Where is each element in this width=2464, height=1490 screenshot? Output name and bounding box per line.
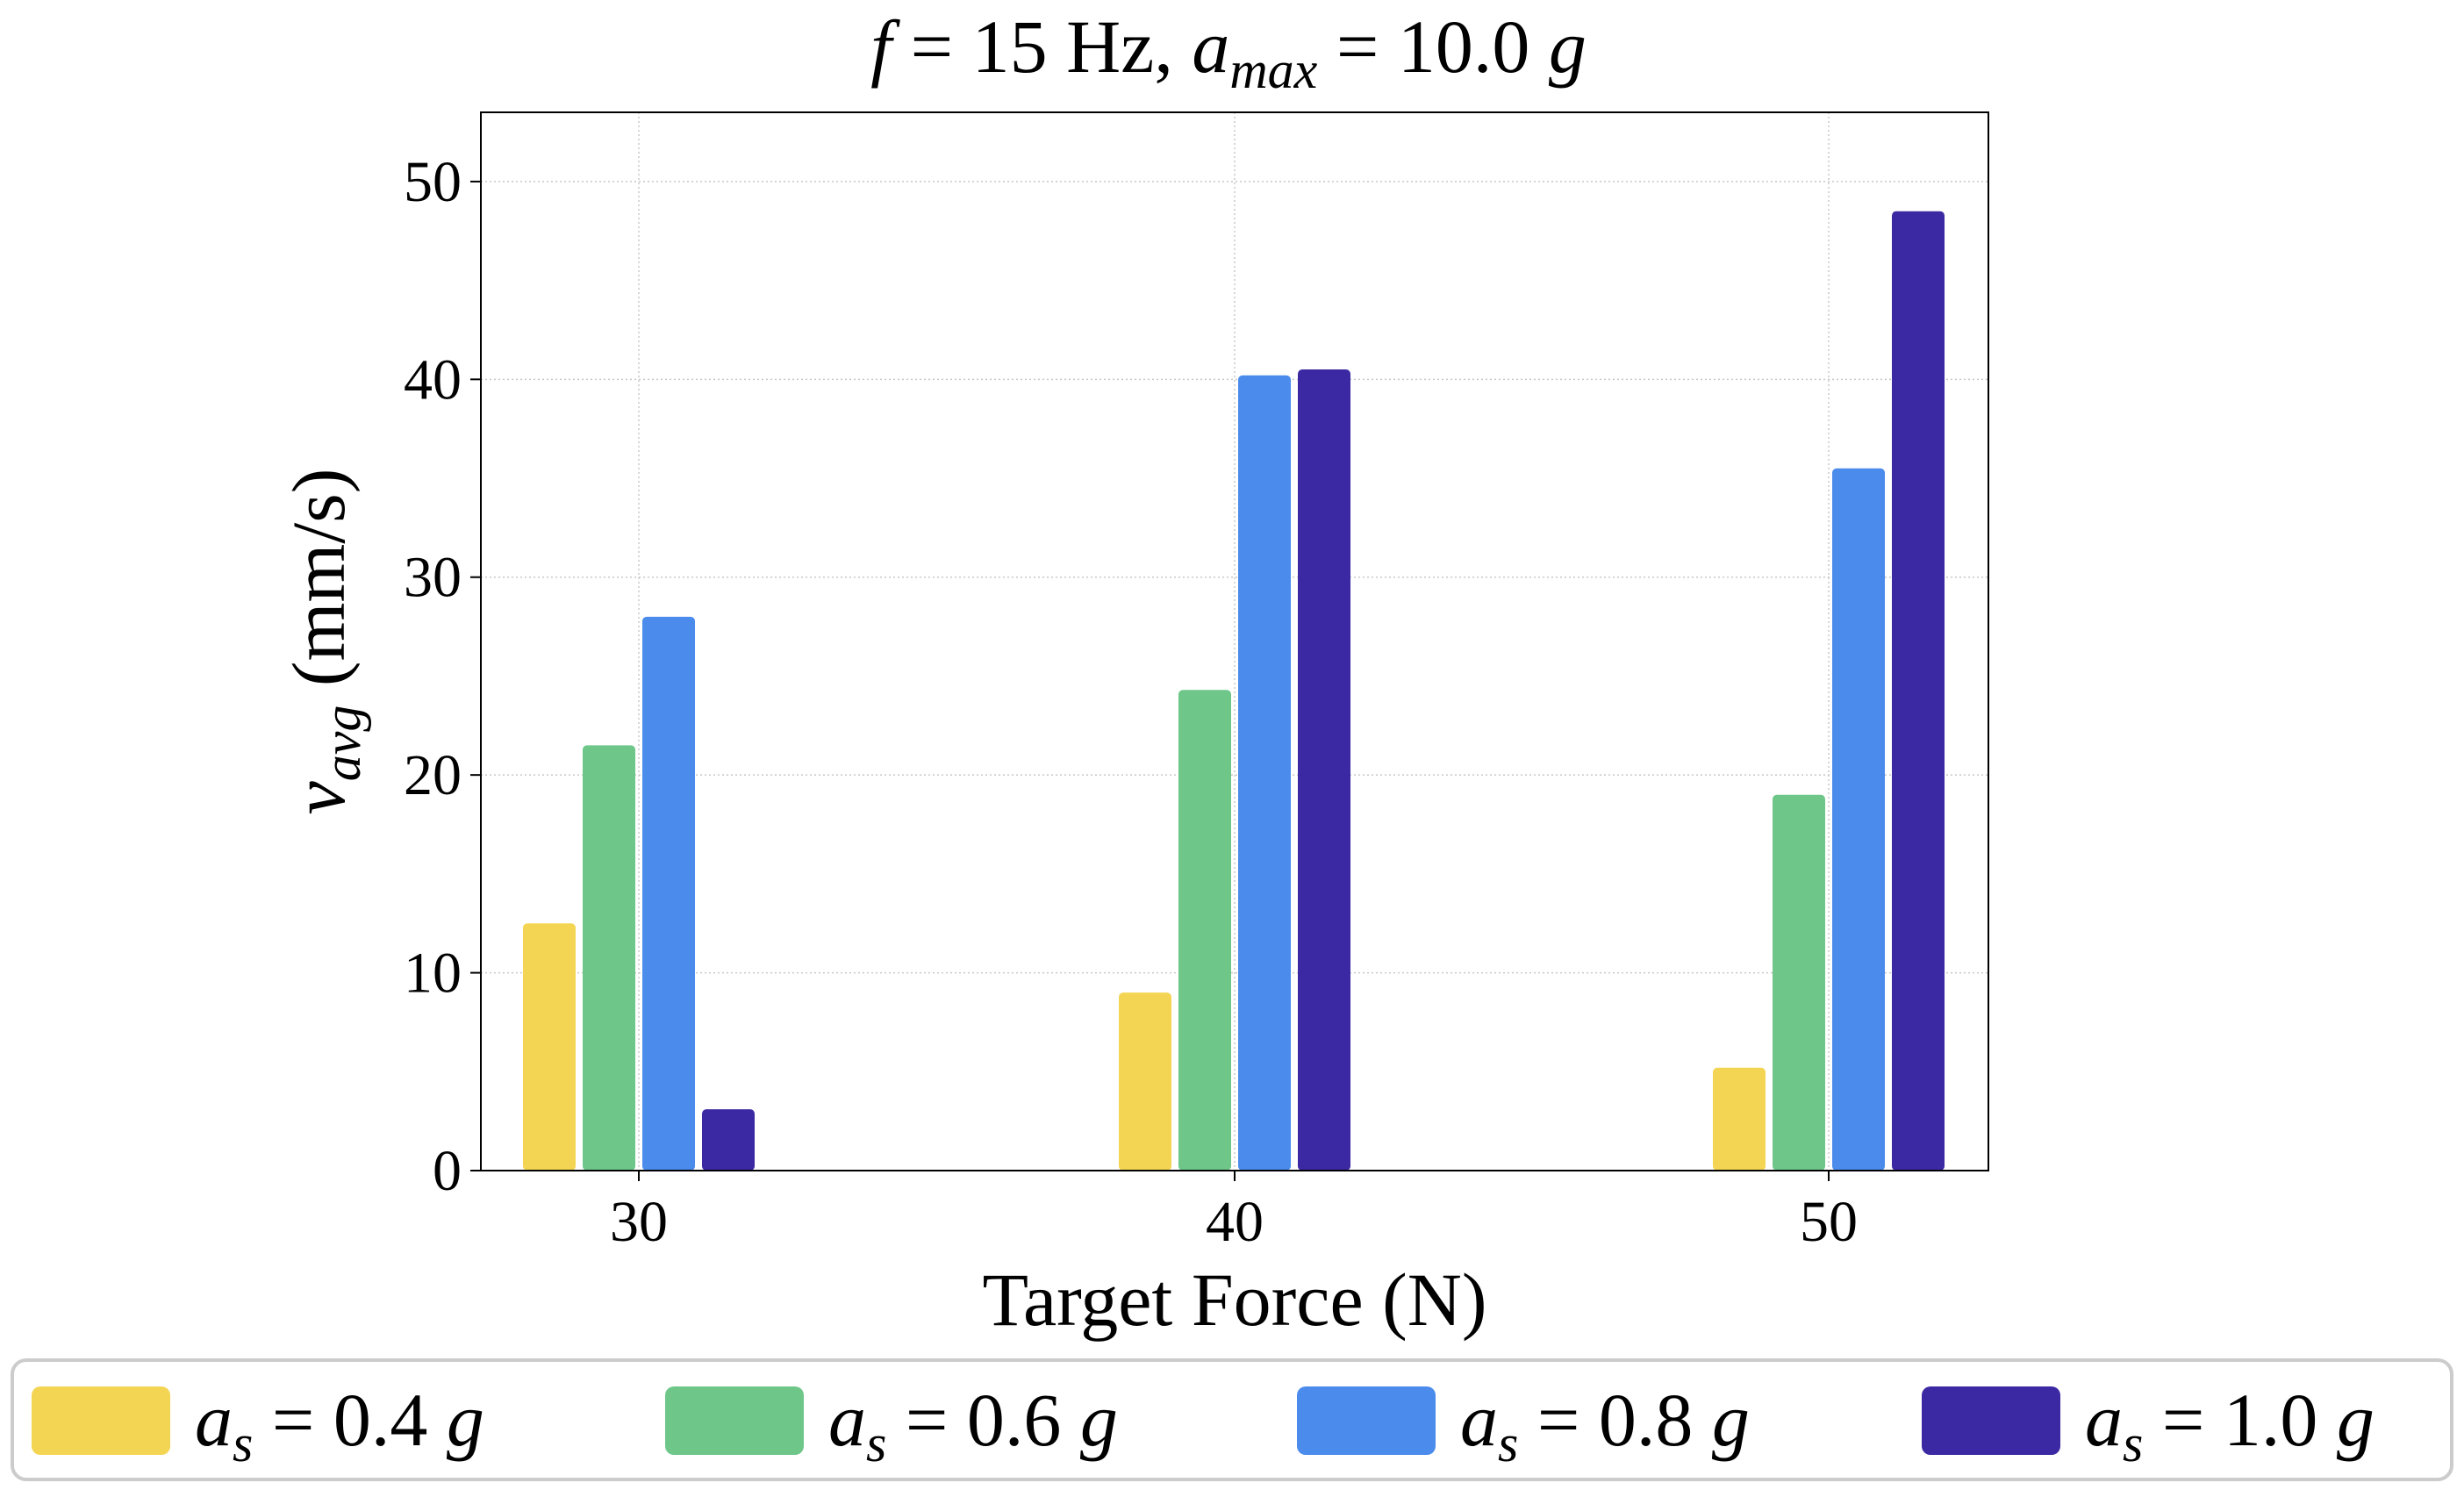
bar-1-0-30 xyxy=(702,1109,755,1171)
bar-0-6-40 xyxy=(1178,690,1231,1171)
grid-layer xyxy=(481,112,1988,1171)
bar-0-6-50 xyxy=(1773,794,1825,1171)
chart-title: f = 15 Hz, amax = 10.0 g xyxy=(870,4,1587,99)
title-f-text: = 15 Hz, xyxy=(892,4,1192,89)
y-tick-label: 40 xyxy=(404,347,462,412)
legend-swatch-1-0 xyxy=(1922,1386,2060,1455)
bar-1-0-50 xyxy=(1892,211,1945,1171)
ylabel-symbol: v xyxy=(276,780,361,814)
legend: as = 0.4 g as = 0.6 g as = 0.8 g as = 1.0 g xyxy=(11,1358,2453,1481)
legend-swatch-0-4 xyxy=(32,1386,170,1455)
bar-0-4-40 xyxy=(1119,992,1171,1171)
y-tick-label: 20 xyxy=(404,743,462,807)
x-axis-label: Target Force (N) xyxy=(982,1257,1486,1342)
y-tick-label: 30 xyxy=(404,546,462,610)
bar-0-6-30 xyxy=(583,745,635,1171)
legend-swatch-0-8 xyxy=(1297,1386,1436,1455)
title-a-text: = 10.0 xyxy=(1317,4,1549,89)
bar-0-4-50 xyxy=(1713,1067,1766,1171)
y-tick-label: 50 xyxy=(404,150,462,214)
x-tick-label: 30 xyxy=(610,1190,668,1254)
title-a-symbol: a xyxy=(1192,4,1229,89)
title-unit: g xyxy=(1549,4,1587,89)
legend-frame xyxy=(11,1358,2453,1481)
bar-0-8-50 xyxy=(1832,468,1885,1171)
legend-label-1-0: as = 1.0 g xyxy=(2085,1378,2374,1472)
title-a-sub: max xyxy=(1229,41,1317,99)
bar-0-4-30 xyxy=(523,923,576,1171)
x-tick-label: 50 xyxy=(1800,1190,1858,1254)
y-axis-label: vavg (mm/s) xyxy=(276,469,371,815)
axis-layer: 0 10 20 30 40 50 30 40 50 xyxy=(404,150,1858,1254)
bar-0-8-30 xyxy=(642,616,695,1171)
bar-layer xyxy=(523,211,1945,1171)
y-tick-label: 0 xyxy=(433,1139,462,1203)
ylabel-unit: (mm/s) xyxy=(276,469,361,706)
legend-label-0-6: as = 0.6 g xyxy=(828,1378,1118,1472)
ylabel-sub: avg xyxy=(313,706,371,782)
legend-label-0-4: as = 0.4 g xyxy=(195,1378,484,1472)
x-tick-label: 40 xyxy=(1206,1190,1264,1254)
bar-1-0-40 xyxy=(1298,369,1350,1171)
legend-label-0-8: as = 0.8 g xyxy=(1460,1378,1750,1472)
y-tick-label: 10 xyxy=(404,942,462,1006)
bar-0-8-40 xyxy=(1238,375,1291,1171)
legend-swatch-0-6 xyxy=(665,1386,804,1455)
